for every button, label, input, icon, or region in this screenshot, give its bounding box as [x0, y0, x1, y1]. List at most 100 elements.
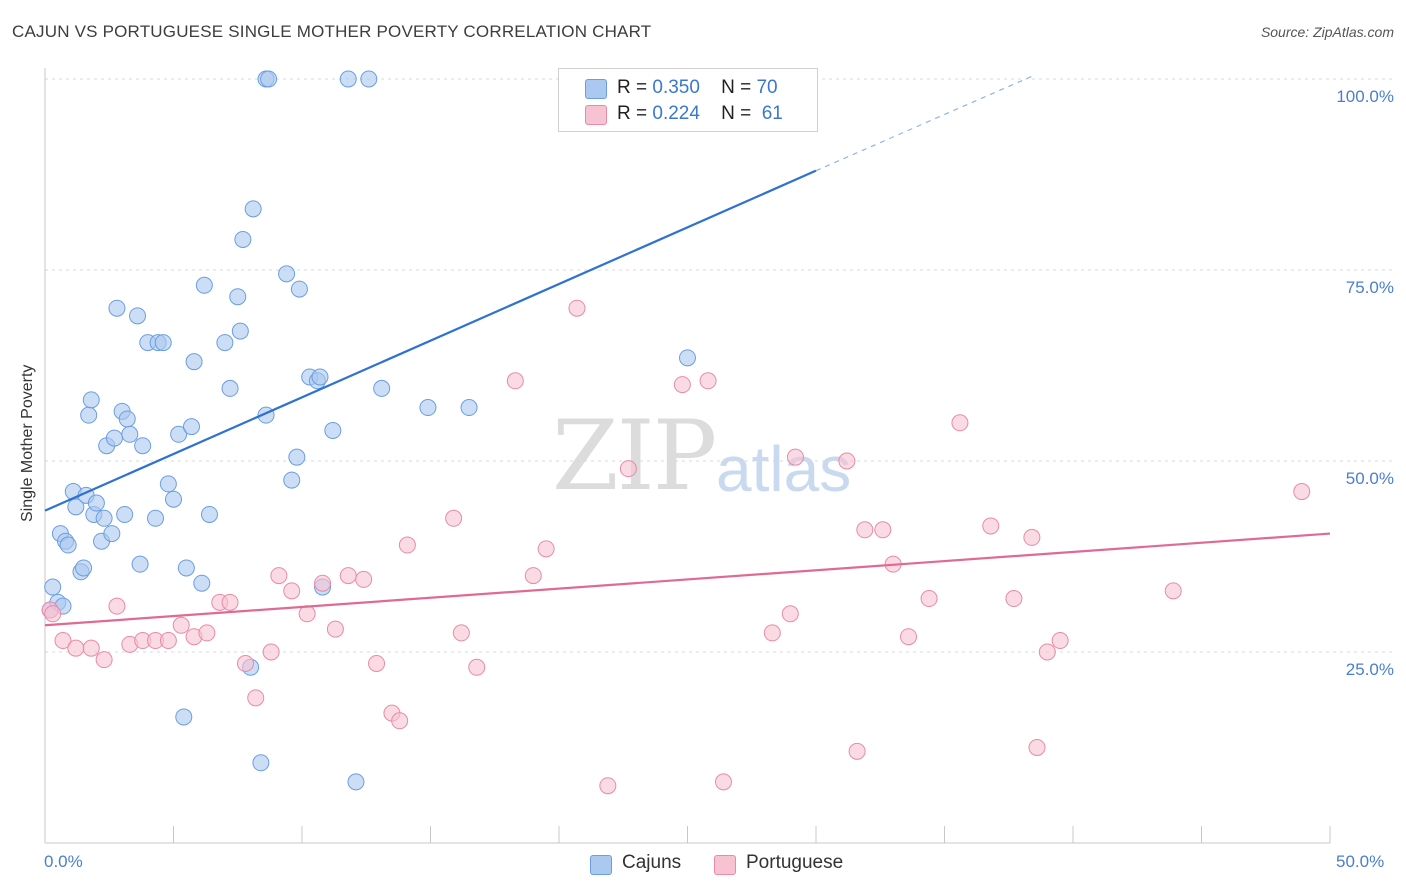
cajuns-point	[44, 578, 62, 596]
cajuns-point	[175, 708, 193, 726]
portuguese-trend-line	[44, 532, 1331, 627]
portuguese-point	[537, 540, 555, 558]
cajuns-point	[59, 536, 77, 554]
portuguese-point	[848, 742, 866, 760]
legend: R = 0.350 N = 70 R = 0.224 N = 61	[558, 68, 818, 132]
cajuns-point	[82, 391, 100, 409]
legend-r-label: R =	[617, 103, 648, 124]
cajuns-point	[234, 230, 252, 248]
portuguese-point	[398, 536, 416, 554]
cajuns-point	[103, 525, 121, 543]
legend-n-value: 61	[761, 103, 783, 124]
portuguese-point	[1051, 632, 1069, 650]
portuguese-point	[44, 605, 62, 623]
portuguese-point	[108, 597, 126, 615]
portuguese-point	[283, 582, 301, 600]
cajuns-point	[131, 555, 149, 573]
portuguese-point	[599, 777, 617, 795]
cajuns-point	[260, 70, 278, 88]
cajuns-point	[679, 349, 696, 367]
portuguese-point	[951, 414, 969, 432]
cajuns-point	[165, 490, 182, 508]
portuguese-point	[270, 567, 288, 585]
cajuns-point	[278, 265, 296, 283]
portuguese-point	[568, 299, 586, 317]
portuguese-point	[874, 521, 892, 539]
portuguese-point	[920, 590, 938, 608]
bottom-legend-swatch-portuguese	[714, 855, 736, 875]
legend-r-value: 0.350	[652, 77, 700, 98]
portuguese-point	[198, 624, 216, 642]
legend-swatch-cajuns	[585, 79, 607, 99]
portuguese-point	[1023, 528, 1041, 546]
cajuns-point	[154, 334, 172, 352]
cajuns-point	[105, 429, 123, 447]
cajuns-point	[229, 288, 247, 306]
portuguese-point	[95, 651, 113, 669]
y-tick-label: 100.0%	[1336, 87, 1394, 106]
portuguese-point	[314, 574, 332, 592]
cajuns-trend-extension	[815, 74, 1035, 172]
legend-swatch-portuguese	[585, 105, 607, 125]
legend-r-label: R =	[617, 77, 648, 98]
cajuns-point	[288, 448, 306, 466]
portuguese-point	[339, 567, 357, 585]
cajuns-point	[121, 425, 139, 443]
portuguese-point	[673, 376, 691, 394]
portuguese-point	[1164, 582, 1182, 600]
portuguese-point	[236, 654, 254, 672]
portuguese-point	[326, 620, 344, 638]
bottom-legend-label-cajuns: Cajuns	[622, 852, 682, 873]
x-tick-max: 50.0%	[1336, 852, 1385, 871]
portuguese-point	[172, 616, 190, 634]
watermark-zip: ZIP	[552, 400, 717, 512]
portuguese-point	[781, 605, 799, 623]
cajuns-point	[216, 334, 234, 352]
y-tick-label: 25.0%	[1345, 660, 1394, 679]
portuguese-point	[391, 712, 409, 730]
portuguese-point	[856, 521, 874, 539]
x-tick-min: 0.0%	[44, 852, 83, 871]
cajuns-point	[460, 399, 478, 417]
cajuns-point	[170, 425, 188, 443]
cajuns-point	[283, 471, 301, 489]
portuguese-point	[355, 570, 373, 588]
portuguese-point	[1038, 643, 1056, 661]
cajuns-point	[339, 70, 357, 88]
portuguese-point	[900, 628, 918, 646]
cajuns-point	[252, 754, 270, 772]
cajuns-point	[95, 509, 113, 527]
y-axis-label: Single Mother Poverty	[19, 364, 36, 522]
portuguese-point	[445, 509, 463, 527]
bottom-legend-label-portuguese: Portuguese	[746, 852, 844, 873]
portuguese-point	[506, 372, 524, 390]
cajuns-point	[290, 280, 308, 298]
chart-title: CAJUN VS PORTUGUESE SINGLE MOTHER POVERT…	[12, 22, 652, 41]
cajuns-point	[159, 475, 177, 493]
portuguese-point	[1293, 483, 1311, 501]
cajuns-point	[177, 559, 195, 577]
source-label: Source: ZipAtlas.com	[1260, 24, 1394, 40]
cajuns-point	[116, 505, 134, 523]
cajuns-point	[147, 509, 165, 527]
portuguese-point	[452, 624, 470, 642]
cajuns-point	[373, 379, 391, 397]
legend-r-value: 0.224	[652, 103, 700, 124]
cajuns-point	[200, 505, 218, 523]
portuguese-point	[699, 372, 717, 390]
cajuns-point	[129, 307, 147, 325]
cajuns-point	[347, 773, 365, 791]
portuguese-point	[1028, 739, 1046, 756]
cajuns-point	[244, 200, 262, 218]
y-tick-label: 50.0%	[1345, 469, 1394, 488]
portuguese-point	[262, 643, 280, 661]
portuguese-point	[468, 658, 486, 676]
portuguese-point	[82, 639, 100, 657]
cajuns-point	[360, 70, 378, 88]
cajuns-point	[324, 421, 342, 439]
portuguese-point	[763, 624, 781, 642]
portuguese-point	[619, 460, 637, 478]
legend-n-label: N =	[721, 103, 752, 124]
portuguese-point	[1005, 590, 1023, 608]
